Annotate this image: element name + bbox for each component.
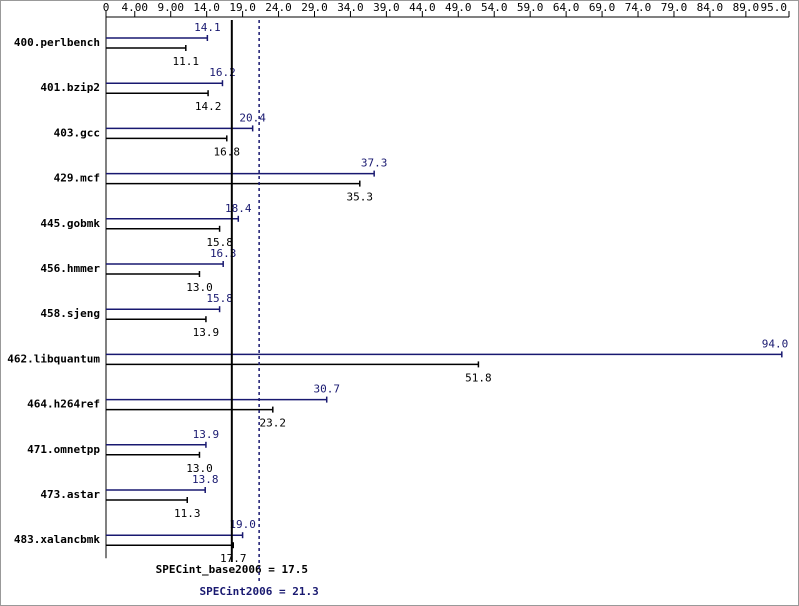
x-tick-label: 14.0 [193,1,220,14]
x-tick-label: 64.0 [553,1,580,14]
value-label: 94.0 [762,337,789,350]
x-tick-label: 44.0 [409,1,436,14]
value-label: 23.2 [260,417,287,430]
x-tick-label: 84.0 [697,1,724,14]
category-label: 471.omnetpp [27,443,100,456]
value-label: 51.8 [465,371,492,384]
x-tick-label: 29.0 [301,1,328,14]
category-label: 473.astar [40,488,100,501]
category-label: 483.xalancbmk [14,533,100,546]
value-label: 13.9 [193,326,220,339]
value-label: 17.7 [220,552,247,565]
x-tick-label: 49.0 [445,1,472,14]
category-label: 456.hmmer [40,262,100,275]
value-label: 13.9 [193,428,220,441]
value-label: 19.0 [229,518,256,531]
x-tick-label: 9.00 [157,1,184,14]
value-label: 16.2 [209,66,236,79]
category-label: 403.gcc [54,126,100,139]
x-tick-label: 69.0 [589,1,616,14]
value-label: 14.1 [194,21,221,34]
x-tick-label: 19.0 [229,1,256,14]
value-label: 13.8 [192,473,219,486]
category-label: 464.h264ref [27,398,100,411]
value-label: 35.3 [347,191,374,204]
value-label: 16.3 [210,247,237,260]
category-label: 462.libquantum [7,352,100,365]
x-tick-label: 79.0 [661,1,688,14]
value-label: 11.3 [174,507,201,520]
reference-label: SPECint2006 = 21.3 [200,585,319,598]
value-label: 18.4 [225,202,252,215]
x-tick-label: 24.0 [265,1,292,14]
x-tick-label: 54.0 [481,1,508,14]
value-label: 37.3 [361,157,388,170]
x-tick-label: 95.0 [761,1,788,14]
x-tick-label: 89.0 [733,1,760,14]
x-tick-label: 74.0 [625,1,652,14]
value-label: 16.8 [214,145,241,158]
category-label: 401.bzip2 [40,81,100,94]
value-label: 13.0 [186,462,213,475]
x-tick-label: 34.0 [337,1,364,14]
x-tick-label: 39.0 [373,1,400,14]
category-label: 445.gobmk [40,217,100,230]
value-label: 30.7 [313,383,340,396]
x-tick-label: 4.00 [122,1,149,14]
category-label: 400.perlbench [14,36,100,49]
value-label: 15.8 [206,236,233,249]
x-tick-label: 59.0 [517,1,544,14]
value-label: 20.4 [239,111,266,124]
value-label: 15.8 [206,292,233,305]
reference-label: SPECint_base2006 = 17.5 [156,563,308,576]
value-label: 13.0 [186,281,213,294]
value-label: 11.1 [173,55,200,68]
value-label: 14.2 [195,100,222,113]
x-tick-label: 0 [103,1,110,14]
category-label: 458.sjeng [40,307,100,320]
category-label: 429.mcf [54,172,100,185]
